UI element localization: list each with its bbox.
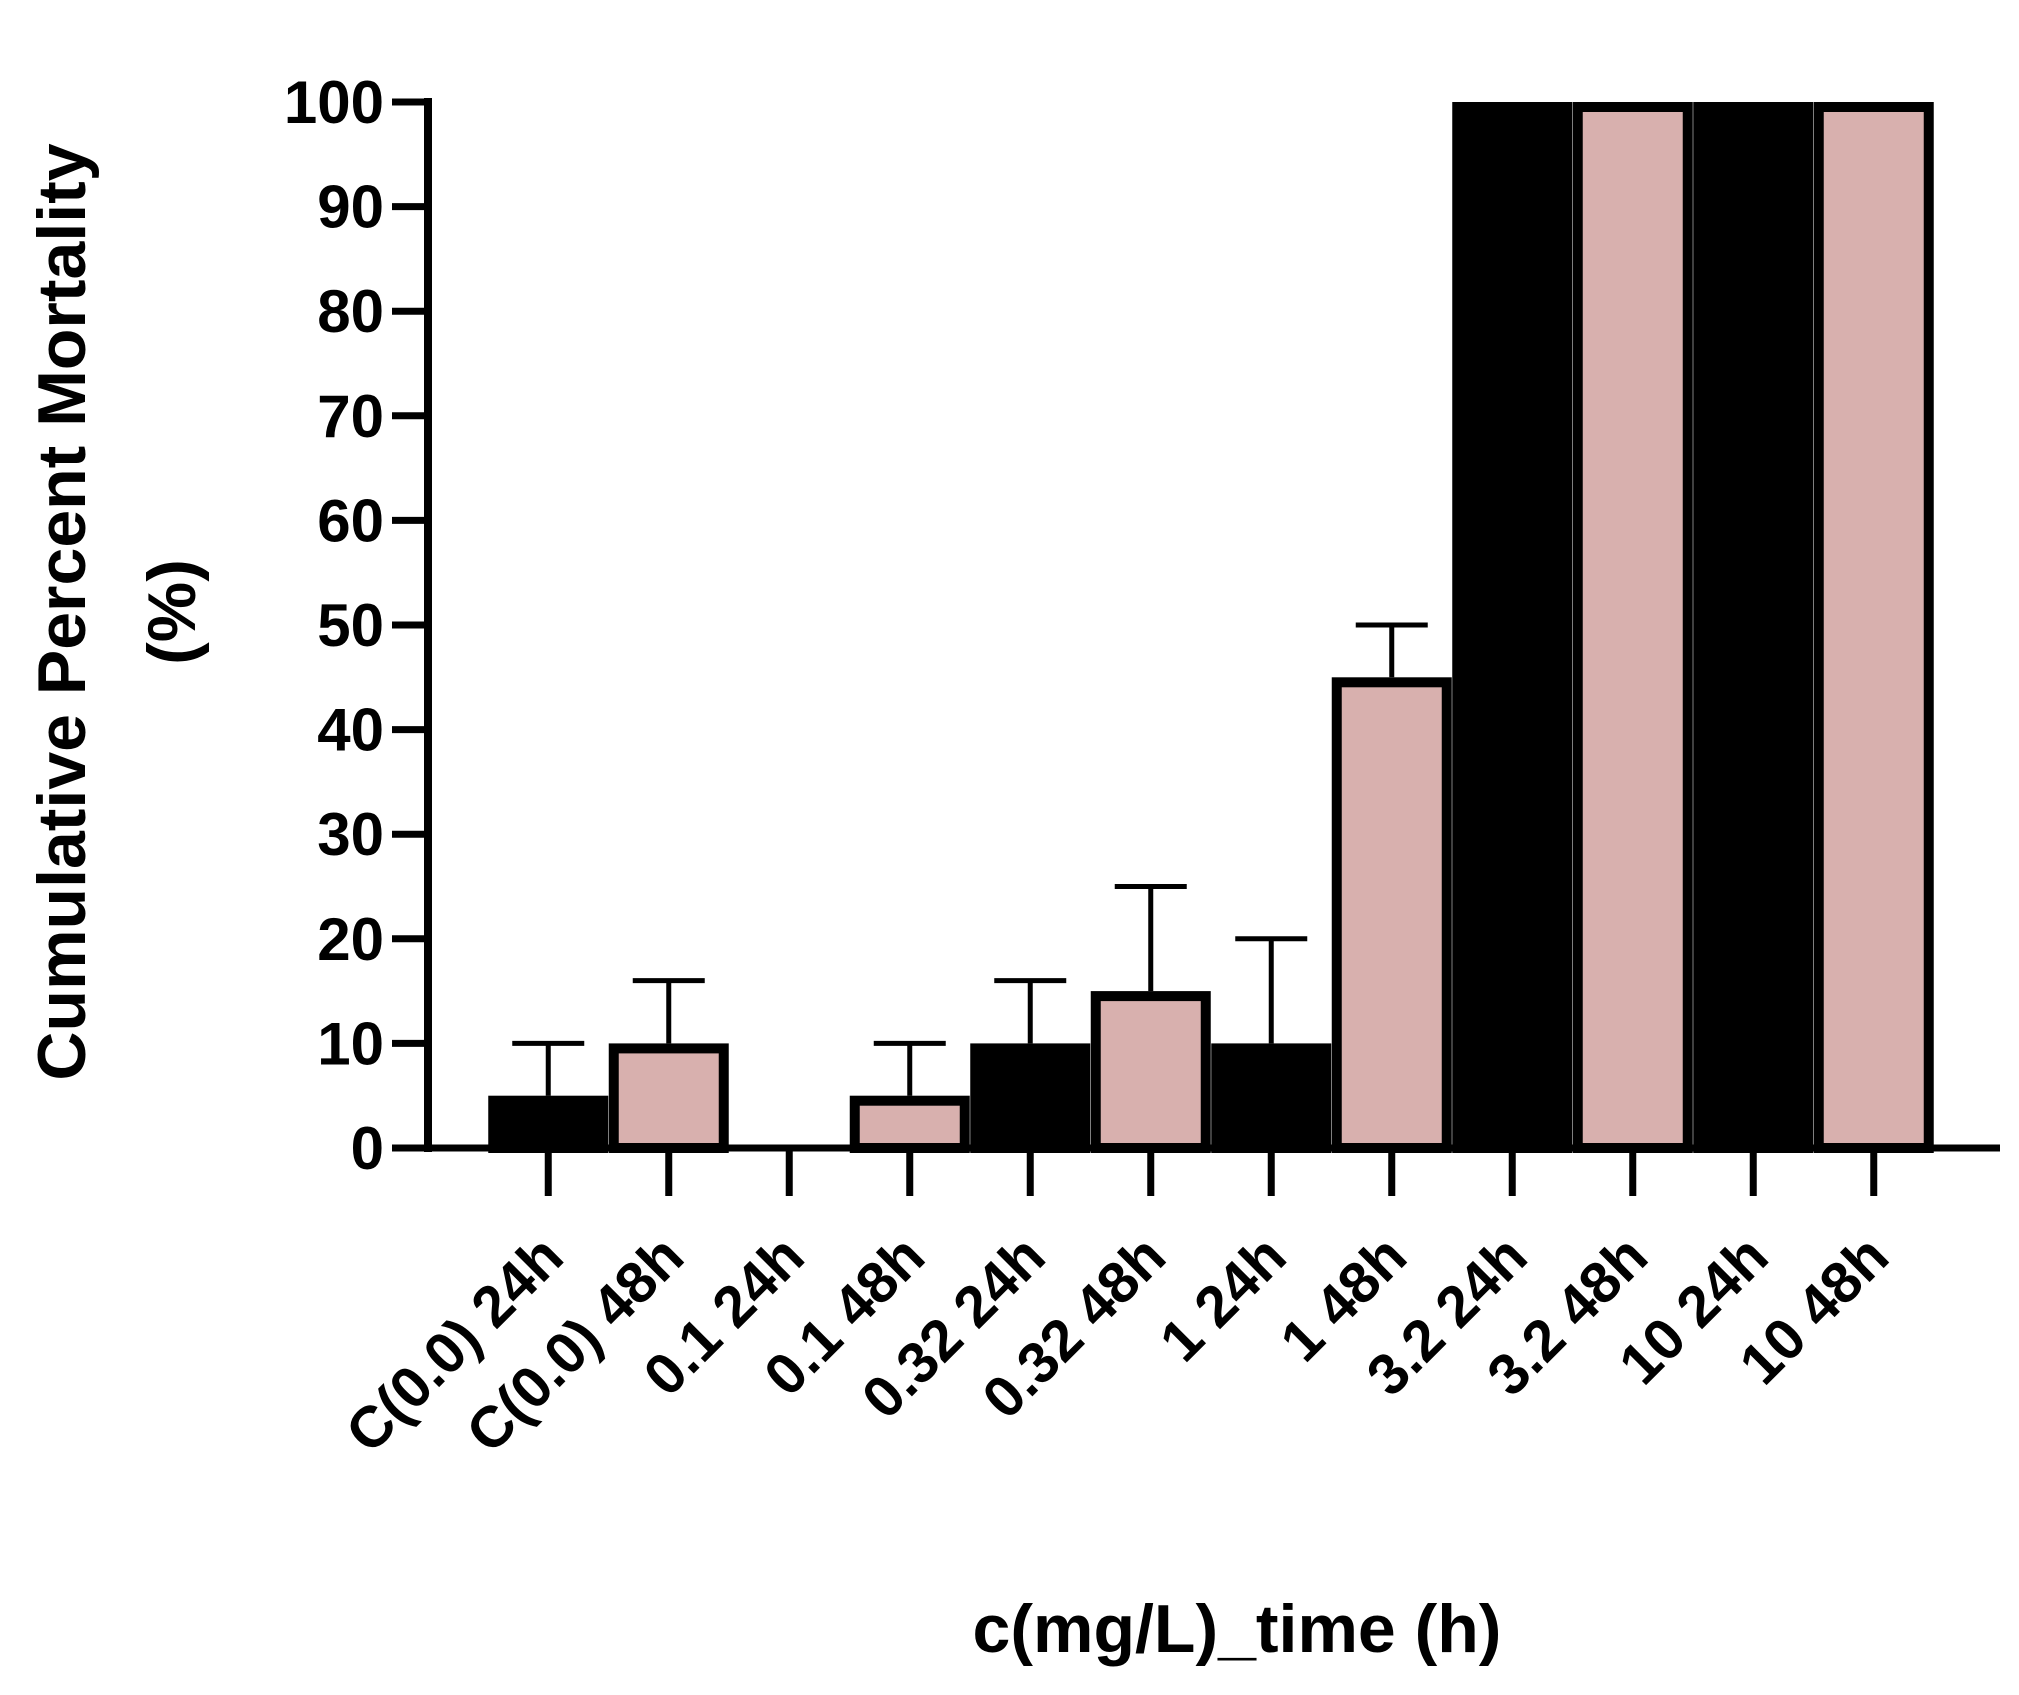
axes-layer (392, 98, 2000, 1196)
error-bar (512, 1040, 585, 1096)
y-tick-label: 30 (317, 801, 384, 868)
x-tick-label: 1 24h (1148, 1223, 1299, 1374)
bar (608, 1043, 729, 1154)
y-axis-label-line-1: Cumulative Percent Mortality (24, 143, 100, 1080)
error-bars-layer (512, 622, 1428, 1096)
error-bar (994, 978, 1067, 1044)
y-tick-label: 0 (351, 1115, 384, 1182)
bars-layer (488, 102, 1934, 1154)
y-axis-label-line-2: (%) (134, 559, 210, 665)
error-bar (873, 1040, 946, 1096)
bar (1090, 991, 1211, 1153)
bar (1452, 102, 1573, 1153)
bar (849, 1095, 970, 1153)
y-tick-label: 60 (317, 487, 384, 554)
bar (1693, 102, 1814, 1153)
y-tick-label: 70 (317, 383, 384, 450)
y-tick-label: 10 (317, 1010, 384, 1077)
bar (1211, 1043, 1332, 1154)
y-tick-label: 90 (317, 174, 384, 241)
error-bar (1235, 936, 1308, 1044)
y-tick-label: 20 (317, 906, 384, 973)
y-axis-label: Cumulative Percent Mortality (%) (24, 143, 210, 1080)
y-tick-label: 100 (284, 69, 384, 136)
error-bar (632, 978, 705, 1044)
bar (1813, 102, 1934, 1153)
y-tick-label: 40 (317, 697, 384, 764)
error-bar (1355, 622, 1428, 678)
bar (970, 1043, 1091, 1154)
y-tick-label: 80 (317, 278, 384, 345)
bar (1331, 677, 1452, 1153)
error-bar (1114, 884, 1187, 992)
y-tick-label: 50 (317, 592, 384, 659)
bar (1572, 102, 1693, 1153)
bar (488, 1095, 609, 1153)
x-axis-label: c(mg/L)_time (h) (973, 1591, 1502, 1667)
